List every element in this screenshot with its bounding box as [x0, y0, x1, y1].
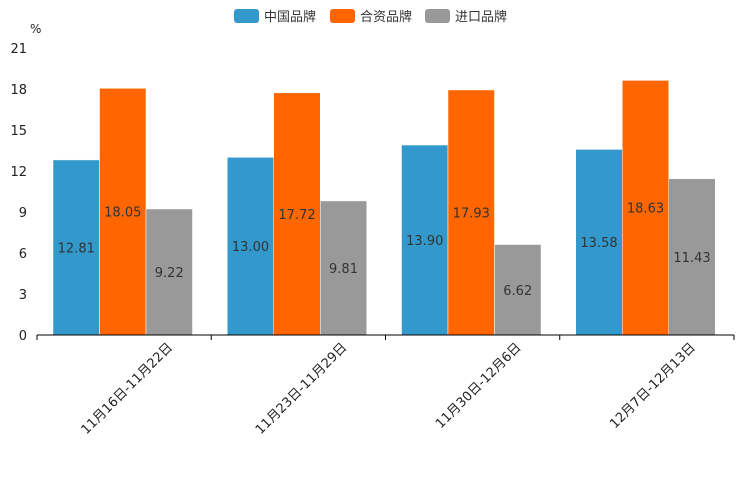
legend-label: 中国品牌: [264, 9, 316, 25]
legend-item-3[interactable]: 进口品牌: [425, 9, 507, 25]
bar-3-1[interactable]: [145, 208, 193, 336]
legend-item-2[interactable]: 合资品牌: [330, 9, 412, 25]
bar-3-4[interactable]: [668, 178, 716, 336]
data-label: 6.62: [503, 284, 532, 299]
legend-item-1[interactable]: 中国品牌: [234, 9, 316, 25]
data-label: 13.58: [580, 236, 617, 251]
legend: 中国品牌 合资品牌 进口品牌: [234, 9, 507, 25]
data-label: 17.72: [278, 208, 315, 223]
y-tick-label: 12: [10, 165, 27, 180]
bar-1-4[interactable]: [575, 149, 623, 336]
legend-swatch: [425, 9, 450, 23]
y-tick-label: 15: [10, 124, 27, 139]
data-label: 13.90: [406, 234, 443, 249]
y-tick-label: 3: [19, 288, 27, 303]
x-category-label: 11月23日-11月29日: [253, 340, 350, 437]
bar-2-2[interactable]: [273, 92, 321, 336]
y-tick-label: 18: [10, 83, 27, 98]
bar-1-3[interactable]: [401, 144, 449, 336]
x-axis: 11月16日-11月22日 11月23日-11月29日 11月30日-12月6日 12…: [36, 334, 735, 438]
y-tick-label: 9: [19, 206, 27, 221]
data-label: 13.00: [232, 240, 269, 255]
data-label: 9.22: [155, 266, 184, 281]
data-label: 17.93: [453, 206, 490, 221]
x-category-label: 11月16日-11月22日: [79, 340, 176, 437]
legend-label: 合资品牌: [360, 9, 412, 25]
data-label: 11.43: [673, 251, 710, 266]
data-label: 9.81: [329, 262, 358, 277]
y-tick-label: 21: [10, 42, 27, 57]
legend-swatch: [330, 9, 355, 23]
y-tick-label: 6: [19, 247, 27, 262]
data-label: 12.81: [58, 241, 95, 256]
bar-3-2[interactable]: [320, 200, 367, 336]
data-label: 18.05: [104, 206, 141, 221]
bar-2-1[interactable]: [99, 88, 147, 336]
bar-1-1[interactable]: [52, 159, 100, 336]
bars-group: 12.81 18.05 9.22 13.00 17.72 9.81 13.90 17.93 6.…: [52, 80, 716, 336]
legend-label: 进口品牌: [455, 9, 507, 25]
y-axis-unit: %: [30, 22, 41, 36]
y-tick-label: 0: [19, 329, 27, 344]
x-category-label: 12月7日-12月13日: [607, 340, 699, 432]
bar-1-2[interactable]: [227, 157, 274, 336]
bar-2-3[interactable]: [447, 89, 495, 336]
data-label: 18.63: [627, 202, 664, 217]
y-axis: 0 3 6 9 12 15 18 21: [10, 42, 27, 344]
legend-swatch: [234, 9, 259, 23]
x-category-label: 11月30日-12月6日: [433, 340, 525, 432]
